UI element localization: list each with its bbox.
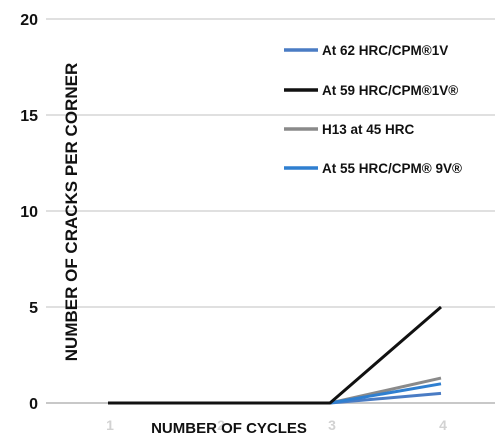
x-tick-label: 1 — [106, 417, 114, 433]
legend-label: At 59 HRC/CPM®1V® — [322, 83, 458, 98]
y-tick-labels: 0 5 10 15 20 — [20, 12, 38, 413]
y-axis-title: NUMBER OF CRACKS PER CORNER — [62, 63, 81, 361]
series-lines — [108, 305, 442, 405]
x-tick-label: 2 — [217, 417, 225, 433]
y-tick-label: 20 — [20, 12, 38, 29]
y-tick-label: 10 — [20, 204, 38, 221]
series-line — [108, 305, 442, 405]
y-tick-label: 5 — [29, 300, 38, 317]
gridlines — [46, 18, 495, 308]
legend-label: H13 at 45 HRC — [322, 122, 415, 137]
x-tick-labels: 1 2 3 4 — [106, 417, 447, 433]
legend-label: At 62 HRC/CPM®1V — [322, 43, 448, 58]
x-tick-label: 4 — [439, 417, 447, 433]
legend-label: At 55 HRC/CPM® 9V® — [322, 161, 462, 176]
x-tick-label: 3 — [328, 417, 336, 433]
x-axis-title: NUMBER OF CYCLES — [151, 420, 307, 437]
y-tick-label: 0 — [29, 396, 38, 413]
legend: At 62 HRC/CPM®1V At 59 HRC/CPM®1V® H13 at … — [284, 43, 462, 176]
y-tick-label: 15 — [20, 108, 38, 125]
